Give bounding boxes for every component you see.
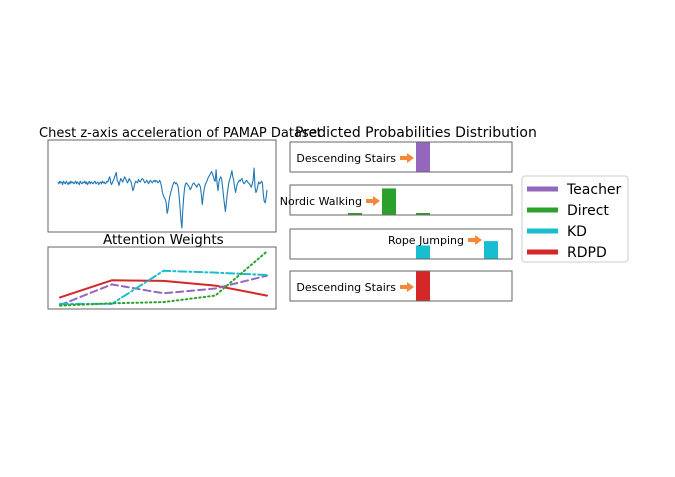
- prob-panel-kd-frame: [289, 228, 513, 260]
- arrow-head: [475, 235, 482, 245]
- prob-bar-direct: [348, 213, 362, 215]
- prediction-arrow: [400, 282, 414, 292]
- prob-bar-direct: [416, 213, 430, 215]
- attention-series-solid-line: [59, 279, 268, 299]
- signal-frame: [47, 139, 277, 233]
- prob-panel-teacher-frame: [289, 141, 513, 173]
- attention-series-dashdot-line: [59, 269, 268, 305]
- legend-label-direct: Direct: [567, 203, 609, 219]
- prob-bar-teacher: [416, 142, 430, 172]
- prob-label-direct: Nordic Walking: [280, 195, 362, 208]
- prediction-arrow: [468, 235, 482, 245]
- attention-series-dashed-line: [59, 274, 268, 307]
- signal-series-line: [57, 167, 268, 229]
- prob-bar-kd: [484, 241, 498, 259]
- legend-label-rdpd: RDPD: [567, 245, 607, 261]
- legend-label-teacher: Teacher: [566, 182, 622, 198]
- prob-bar-rdpd: [416, 271, 430, 301]
- arrow-head: [373, 196, 380, 206]
- arrow-head: [407, 282, 414, 292]
- prediction-arrow: [366, 196, 380, 206]
- probabilities-title: Predicted Probabilities Distribution: [295, 125, 537, 141]
- attention-frame: [47, 246, 277, 310]
- legend-label-kd: KD: [567, 224, 587, 240]
- prob-panel-rdpd-frame: [289, 270, 513, 302]
- prob-bar-direct: [382, 188, 396, 215]
- prob-label-kd: Rope Jumping: [388, 234, 464, 247]
- prediction-arrow: [400, 153, 414, 163]
- prob-bar-kd: [416, 245, 430, 259]
- attention-series-dotted-line: [59, 250, 268, 307]
- legend-box: [521, 175, 629, 263]
- attention-title: Attention Weights: [103, 232, 224, 248]
- arrow-head: [407, 153, 414, 163]
- prob-panel-direct-frame: [289, 184, 513, 216]
- signal-title: Chest z-axis acceleration of PAMAP Datas…: [39, 126, 322, 141]
- prob-label-rdpd: Descending Stairs: [296, 281, 396, 294]
- prob-label-teacher: Descending Stairs: [296, 152, 396, 165]
